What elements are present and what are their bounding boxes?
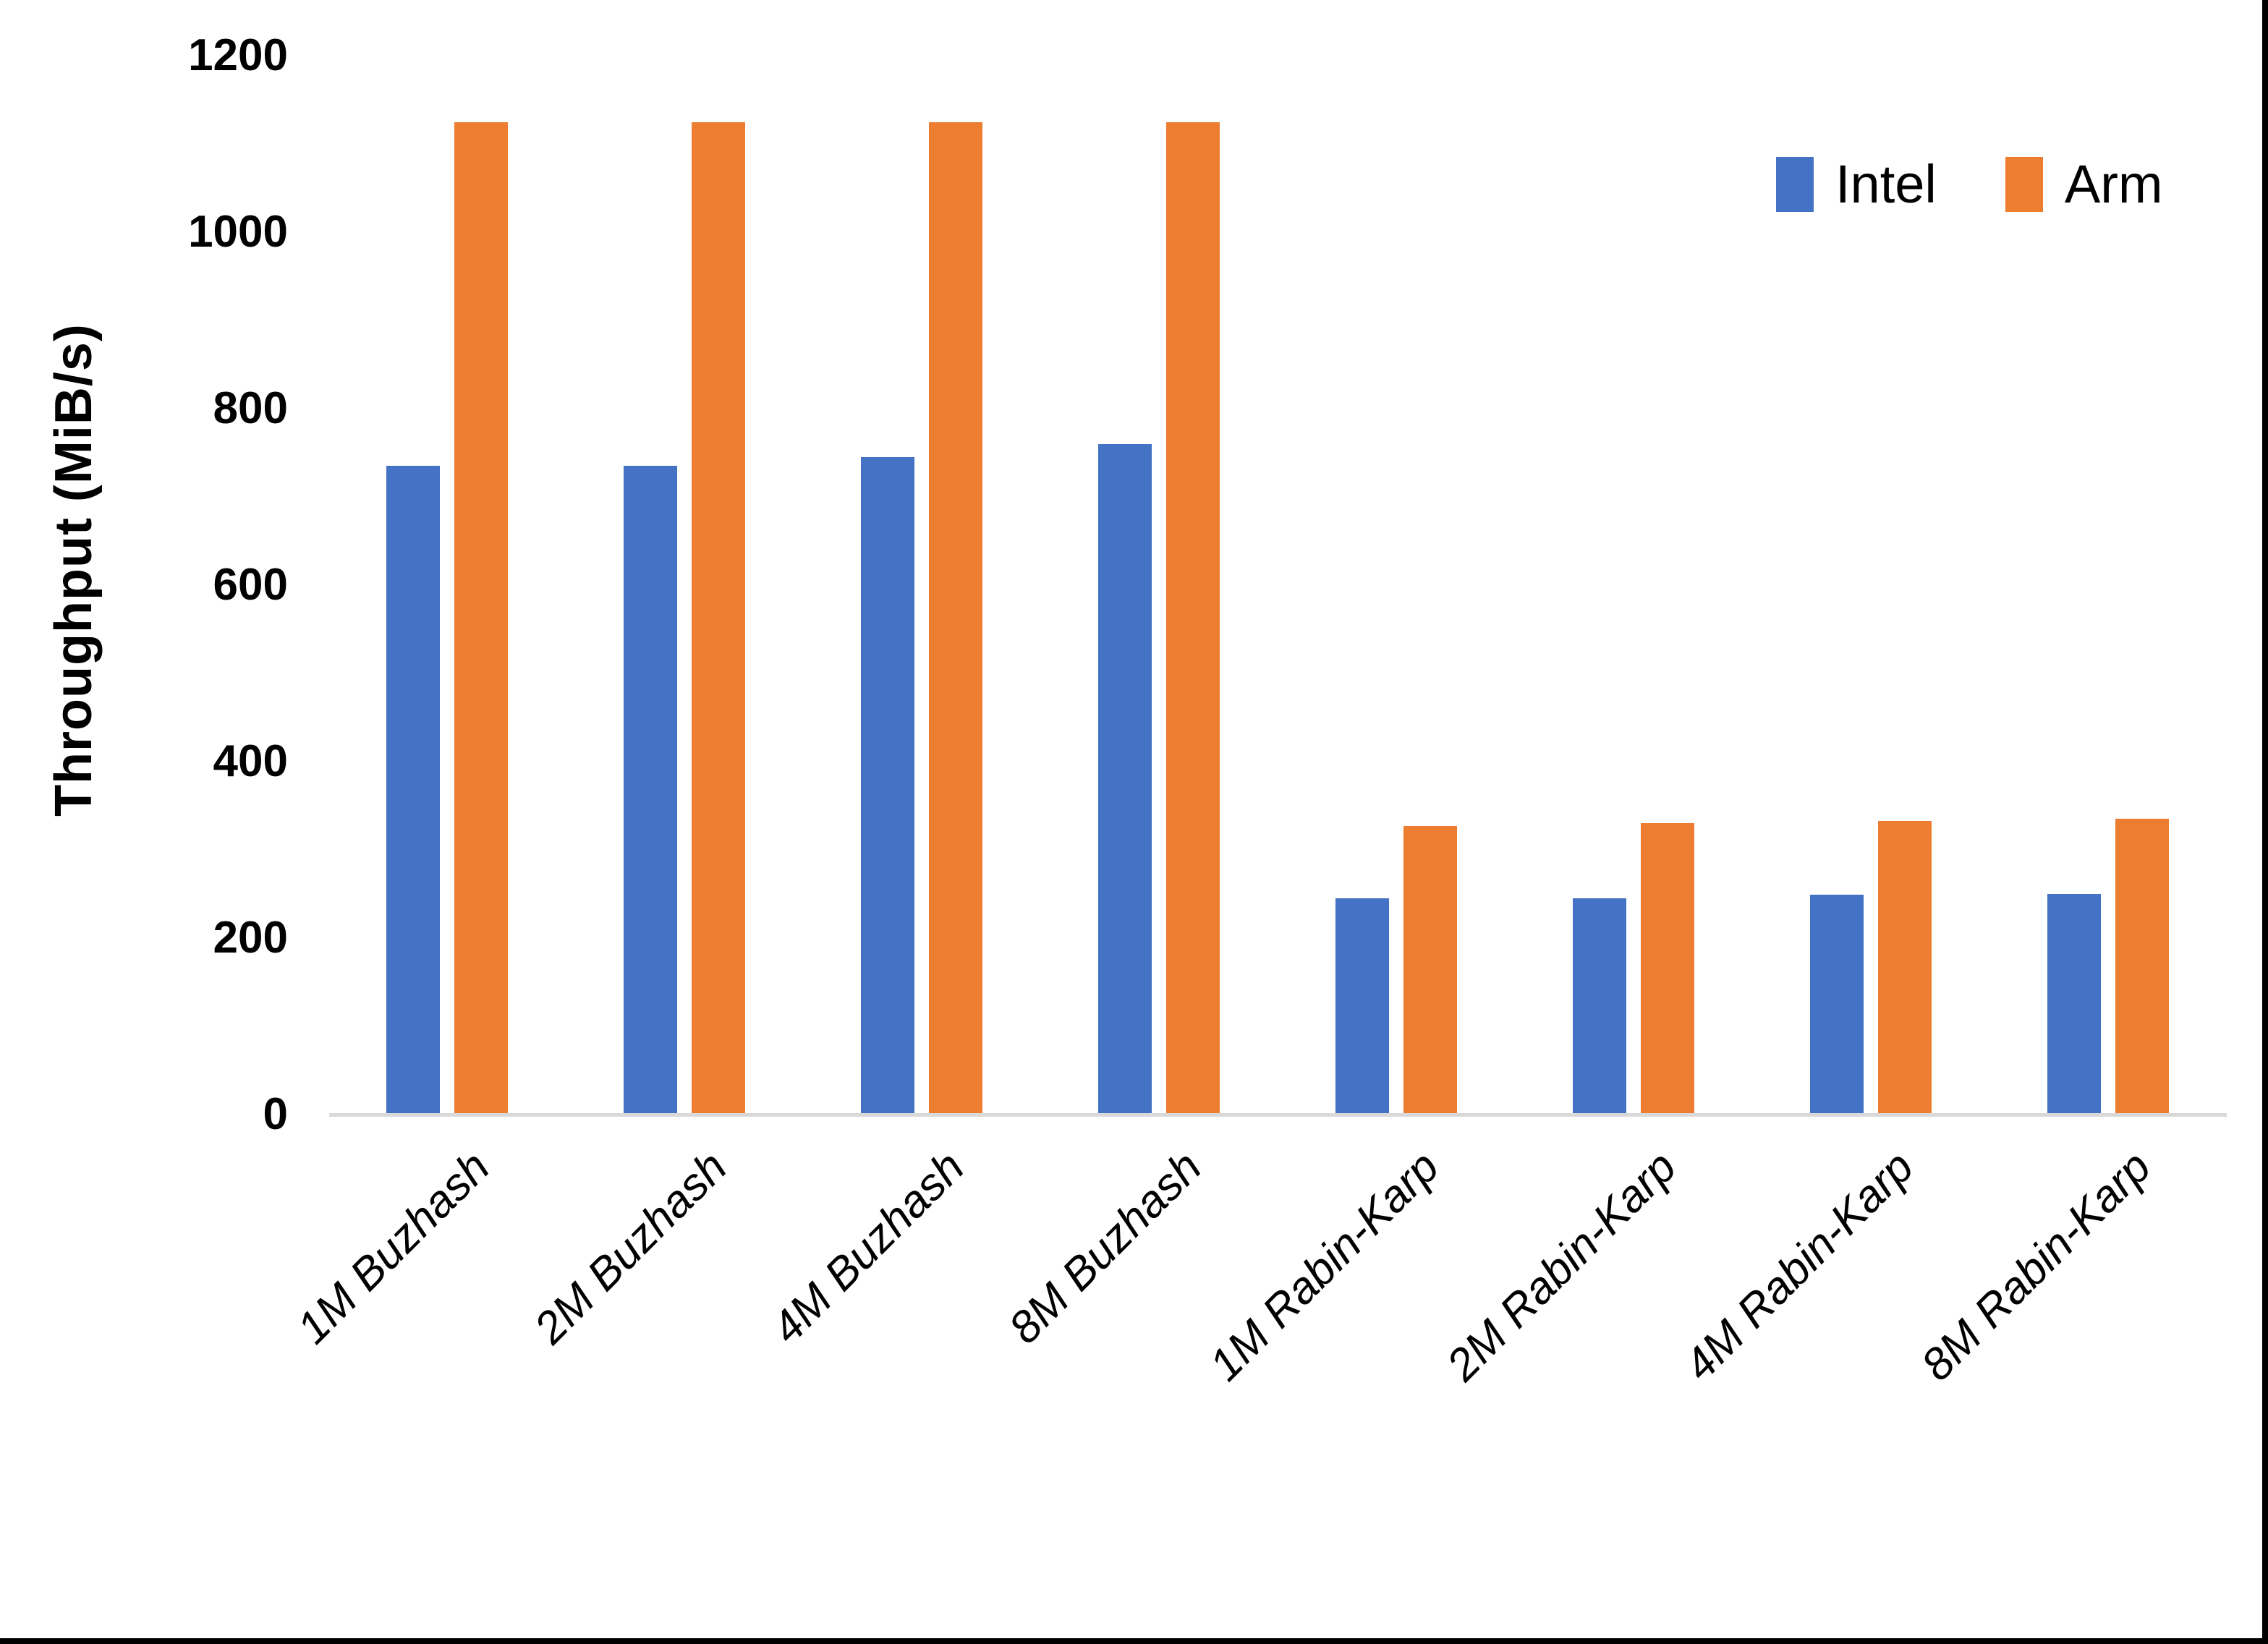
legend-label: Arm [2064, 154, 2163, 214]
legend-swatch-intel [1776, 156, 1814, 212]
frame-bottom-edge [0, 1638, 2268, 1644]
bar-arm-1m-buzhash [454, 122, 508, 1115]
y-tick-label: 600 [213, 560, 288, 610]
y-tick-label: 400 [213, 736, 288, 786]
x-category-label: 2M Buzhash [525, 1141, 737, 1354]
bar-intel-4m-buzhash [861, 457, 914, 1115]
x-category-label: 4M Buzhash [763, 1141, 974, 1354]
bar-intel-1m-buzhash [386, 466, 440, 1115]
legend-label: Intel [1835, 154, 1937, 214]
bar-intel-1m-rabin-karp [1335, 898, 1389, 1115]
bar-arm-2m-rabin-karp [1641, 823, 1694, 1115]
bar-arm-1m-rabin-karp [1403, 826, 1457, 1115]
y-tick-label: 1000 [188, 207, 288, 257]
frame-right-edge [2262, 0, 2268, 1644]
legend-swatch-arm [2005, 156, 2043, 212]
legend-item-arm: Arm [2005, 153, 2163, 215]
legend-item-intel: Intel [1776, 153, 1937, 215]
bar-arm-4m-buzhash [929, 122, 982, 1115]
y-tick-label: 0 [263, 1089, 288, 1139]
x-category-label: 8M Rabin-Karp [1911, 1141, 2161, 1391]
x-axis-line [329, 1113, 2227, 1117]
bar-arm-8m-buzhash [1166, 122, 1220, 1115]
bar-intel-8m-buzhash [1098, 443, 1152, 1115]
x-category-label: 1M Rabin-Karp [1199, 1141, 1449, 1391]
legend: Intel Arm [1776, 153, 2163, 215]
x-category-label: 2M Rabin-Karp [1437, 1141, 1686, 1391]
bar-arm-2m-buzhash [692, 122, 745, 1115]
x-category-label: 1M Buzhash [288, 1141, 500, 1354]
bar-arm-8m-rabin-karp [2115, 819, 2169, 1115]
y-tick-label: 800 [213, 383, 288, 433]
x-category-label: 4M Rabin-Karp [1674, 1141, 1924, 1391]
bar-intel-2m-buzhash [624, 466, 677, 1115]
bar-intel-4m-rabin-karp [1810, 895, 1864, 1115]
y-tick-label: 200 [213, 913, 288, 963]
y-tick-label: 1200 [188, 30, 288, 80]
bar-arm-4m-rabin-karp [1878, 820, 1932, 1115]
bar-intel-8m-rabin-karp [2047, 894, 2101, 1115]
bar-intel-2m-rabin-karp [1573, 898, 1626, 1115]
x-category-label: 8M Buzhash [1000, 1141, 1212, 1354]
